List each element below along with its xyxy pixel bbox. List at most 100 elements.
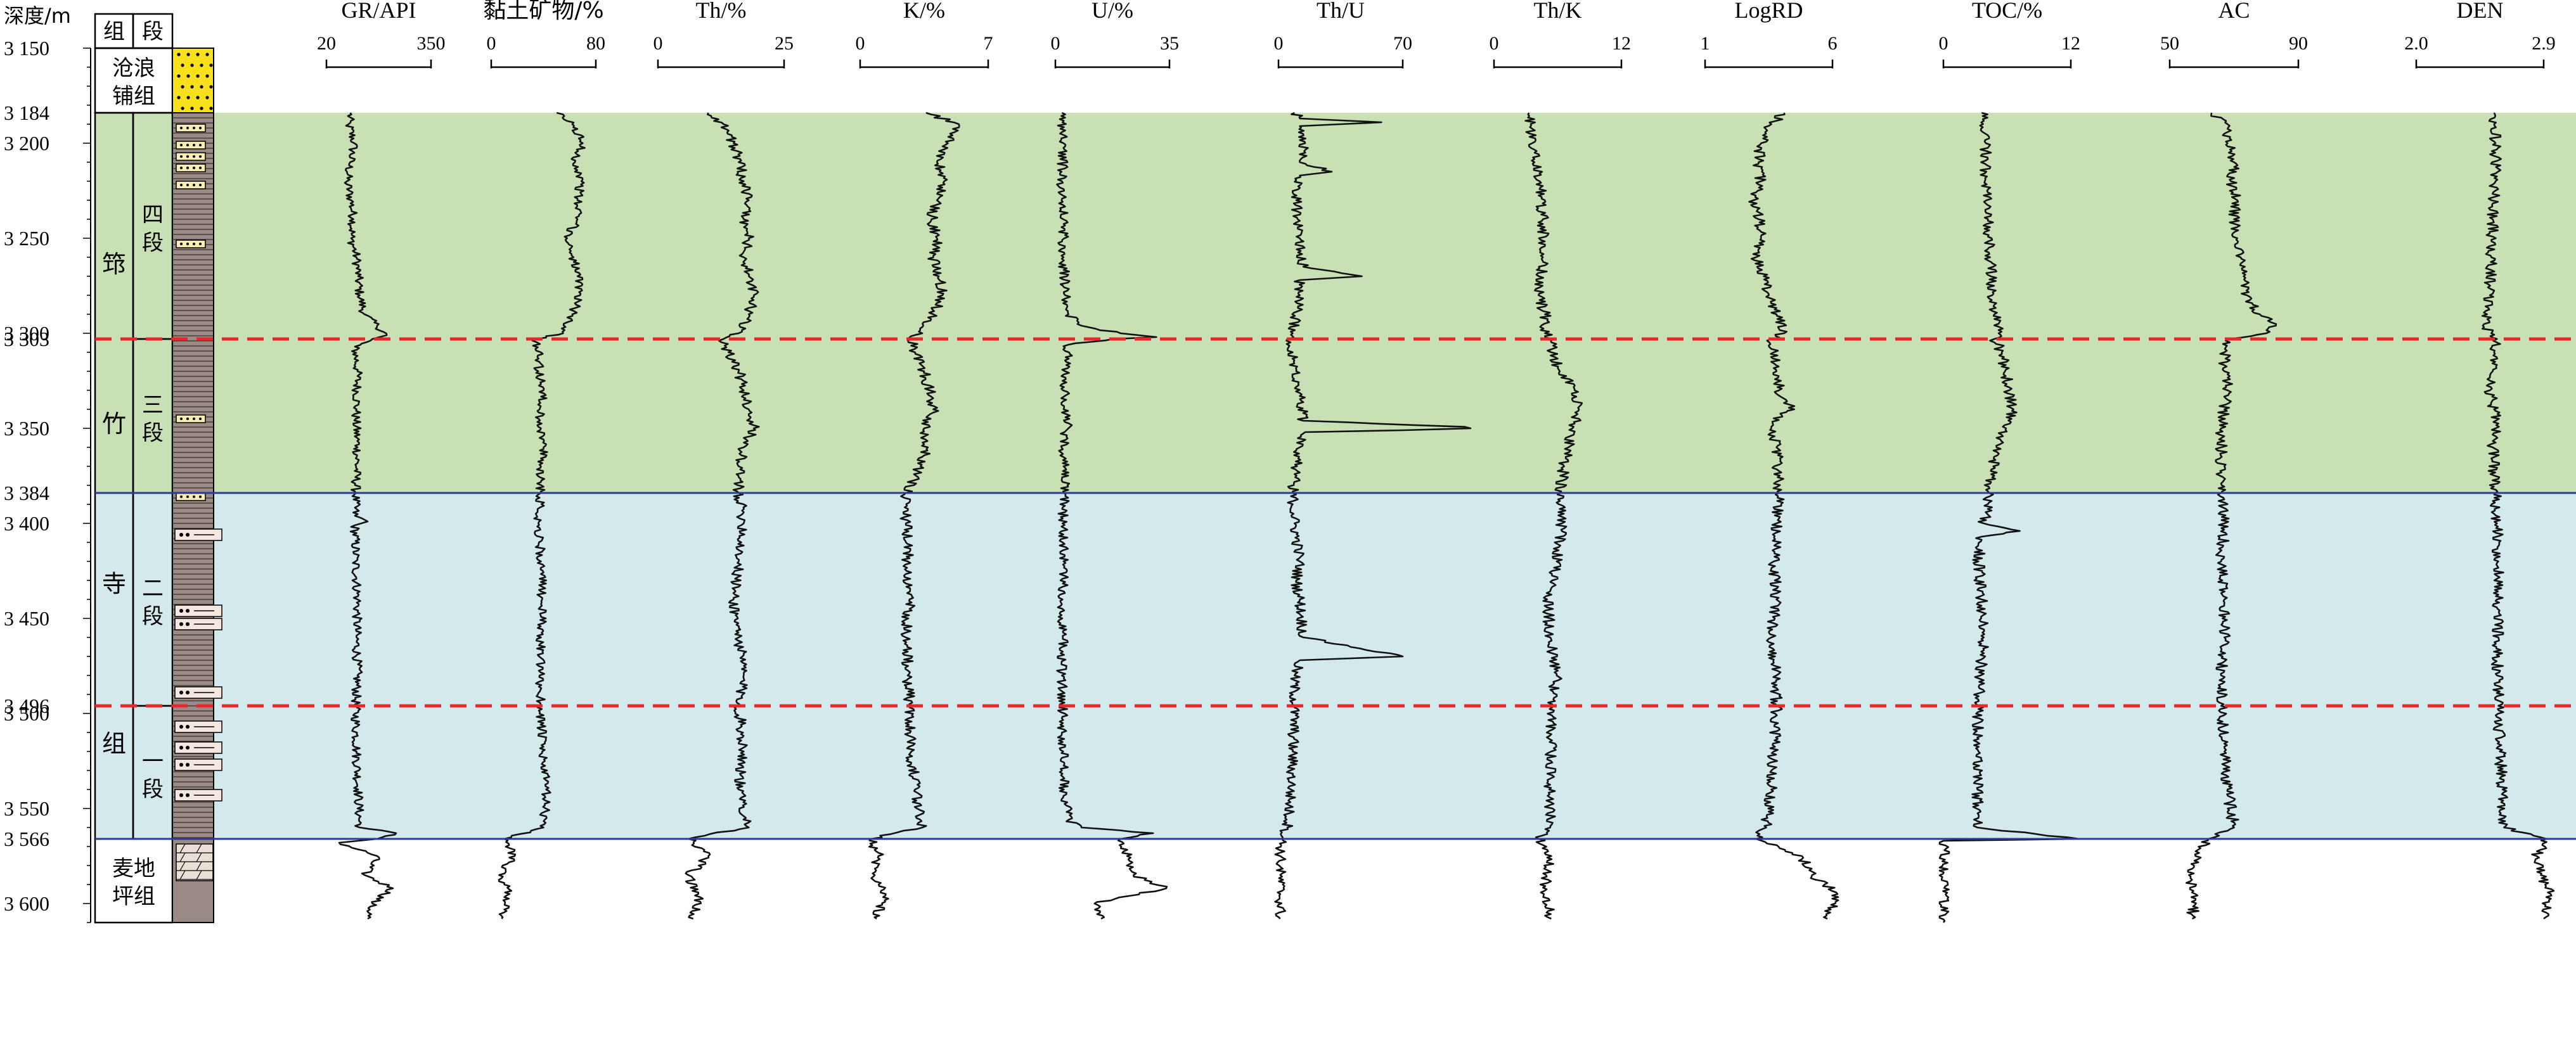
formation-label: 组 [102,729,126,757]
dolomite-slash [179,870,186,880]
depth-tick-label: 3 600 [4,892,49,915]
silt-dot [186,609,190,613]
siltstone-bed [176,414,206,423]
log-curve-track-7 [1748,112,1839,920]
silt-dot [199,243,202,245]
scale-max-label: 80 [586,33,605,54]
silt-dot [193,184,195,186]
silt-dot [180,243,183,245]
scale-min-label: 1 [1701,33,1710,54]
boundary-depth-label: 3 496 [4,694,49,717]
member-label: 四 [142,203,164,228]
boundary-depth-label: 3 303 [4,328,49,350]
silt-dot [199,155,202,158]
silt-dot [180,127,183,129]
silt-dot [193,155,195,158]
log-curve-track-0 [338,112,397,920]
boundary-lines [95,337,2576,840]
scale-min-label: 0 [1490,33,1499,54]
scale-min-label: 0 [1939,33,1948,54]
track-name: AC [2218,0,2250,23]
sand-dot [186,53,190,56]
boundary-depth-label: 3 384 [4,482,49,504]
track-name: K/% [903,0,945,23]
scale-min-label: 0 [1274,33,1284,54]
dolomite-slash [196,843,202,853]
siltstone-bed [176,163,206,172]
silt-dot [180,418,183,420]
silt-dot [193,144,195,146]
silt-dot [179,725,183,729]
formation-label: 麦地 [112,856,155,881]
boundary-depth-label: 3 566 [4,828,49,850]
silt-dot [179,746,183,750]
siltstone-bed [176,141,206,150]
silt-dot [186,495,189,498]
silt-dot [186,144,189,146]
sand-dot [200,106,203,110]
silt-dot [180,495,183,498]
silt-dot [186,418,189,420]
depth-tick-label: 3 400 [4,512,49,535]
silt-dot [199,167,202,169]
silt-dot [193,418,195,420]
dolomite-lithology [176,843,214,881]
sand-dot [196,96,200,99]
formation-label: 筇 [102,250,126,278]
dolomite-slash [196,852,202,862]
depth-tick-label: 3 350 [4,417,49,440]
zone-band-1 [95,493,2576,839]
silt-dot [180,155,183,158]
sand-dot [177,53,181,56]
silt-dot [186,155,189,158]
silt-dot [199,127,202,129]
scale-min-label: 2.0 [2404,33,2428,54]
sand-dot [177,74,181,78]
track-name: LogRD [1735,0,1803,23]
silt-dot [199,144,202,146]
member-label: 段 [142,231,164,256]
silt-dot [179,793,183,797]
sand-dot [209,63,213,67]
track-name: U/% [1092,0,1133,23]
sand-dot [196,74,200,78]
formation-label: 沧浪 [112,56,155,81]
silt-dot [186,127,189,129]
depth-tick-label: 3 300 [4,322,49,345]
siltstone-bed [176,181,206,189]
boundary-depth-label: 3 184 [4,101,49,124]
depth-axis: 3 150 3 200 3 250 3 300 3 350 3 400 3 450 3 500… [4,37,91,923]
silt-dot [179,622,183,626]
member-label: 段 [142,777,164,802]
group-header: 组 [103,19,125,44]
sand-dot [205,74,209,78]
silt-dot [179,691,183,694]
sand-dot [190,63,194,67]
log-curve-track-4 [1056,112,1168,920]
scale-max-label: 70 [1393,33,1412,54]
silt-dot [186,793,190,797]
sand-dot [209,85,213,89]
scale-min-label: 0 [487,33,496,54]
silt-dot [179,533,183,537]
silt-dot [180,184,183,186]
depth-tick-label: 3 450 [4,607,49,630]
silt-dot [186,622,190,626]
log-curve-track-6 [1524,112,1583,920]
scale-min-label: 0 [856,33,865,54]
silt-dot [180,144,183,146]
log-curve-track-8 [1938,112,2080,923]
silt-dot [186,167,189,169]
formation-label: 竹 [102,410,126,438]
sand-dot [181,63,184,67]
depth-axis-title: 深度/m [4,4,71,28]
sand-dot [200,63,203,67]
facies-zone-backgrounds [95,113,2576,839]
silt-dot [186,746,190,750]
silt-dot [179,763,183,767]
scale-min-label: 20 [317,33,336,54]
sand-dot [196,53,200,56]
silt-dot [186,763,190,767]
track-name: TOC/% [1972,0,2042,23]
